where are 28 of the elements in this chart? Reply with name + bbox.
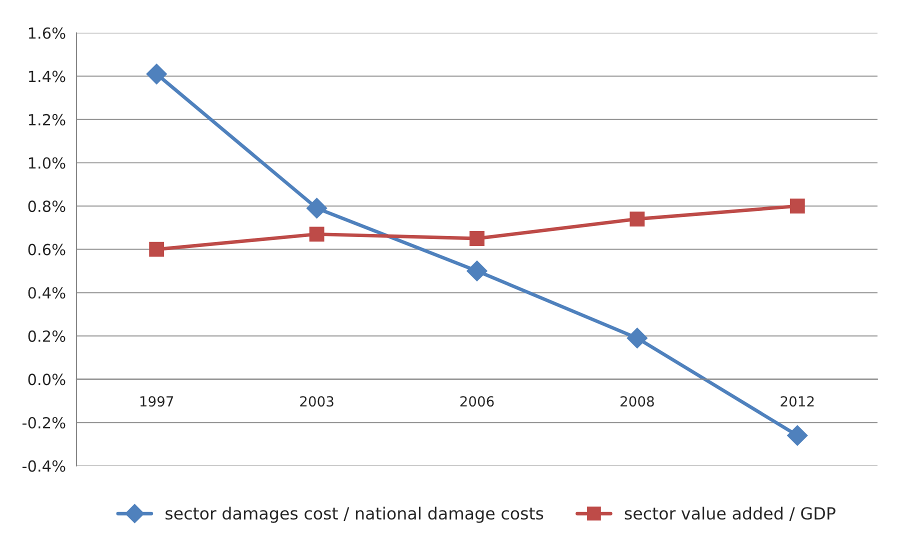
x-tick-label: 2012 xyxy=(780,396,814,407)
y-tick-label: 0.4% xyxy=(28,287,66,299)
point xyxy=(790,198,805,214)
point xyxy=(626,328,648,348)
legend-label: sector value added / GDP xyxy=(624,506,836,521)
point xyxy=(149,242,164,257)
y-tick-label: 0.2% xyxy=(28,330,66,342)
point xyxy=(787,425,808,446)
y-tick-label: 1.2% xyxy=(28,114,66,126)
point xyxy=(470,231,484,246)
point xyxy=(306,198,328,219)
y-tick-label: 0.6% xyxy=(28,244,66,256)
y-tick-label: -0.2% xyxy=(22,416,66,429)
x-tick-label: 1997 xyxy=(140,396,174,407)
point xyxy=(146,64,167,84)
y-tick-label: 0.0% xyxy=(28,374,66,386)
y-tick-label: 1.4% xyxy=(28,70,66,82)
x-tick-label: 2008 xyxy=(620,396,654,407)
y-tick-label: 1.6% xyxy=(28,27,66,39)
y-tick-label: -0.4% xyxy=(22,460,66,472)
point xyxy=(630,212,645,226)
y-tick-label: 0.8% xyxy=(28,200,66,212)
y-tick-label: 1.0% xyxy=(28,157,66,169)
x-tick-label: 2006 xyxy=(460,396,494,407)
x-tick-label: 2003 xyxy=(300,396,334,407)
legend-label: sector damages cost / national damage costs xyxy=(166,506,544,523)
point xyxy=(466,260,488,282)
point xyxy=(309,226,324,242)
